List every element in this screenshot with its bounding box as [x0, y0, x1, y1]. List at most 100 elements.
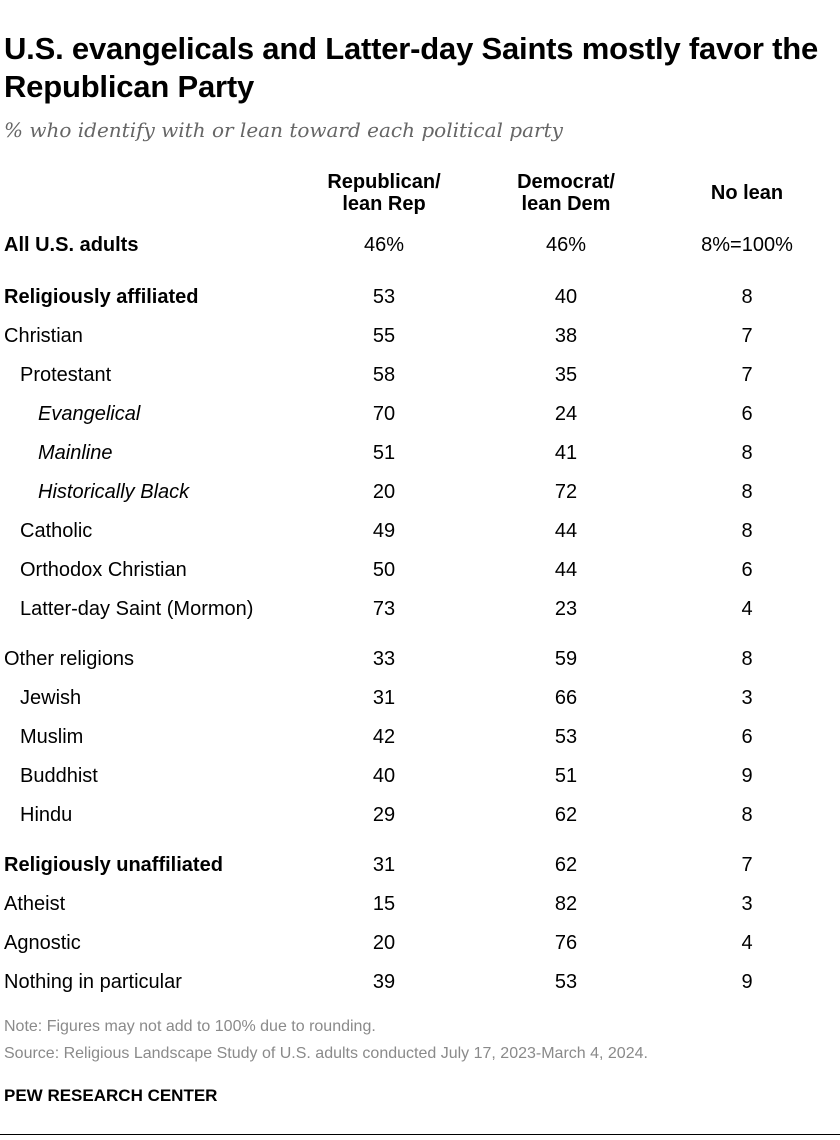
table-row-mainline: Mainline 51 41 8 — [0, 441, 840, 480]
democrat-value: 59 — [554, 648, 578, 670]
republican-value: 39 — [372, 971, 396, 993]
table-row-hindu: Hindu 29 62 8 — [0, 803, 840, 842]
no-lean-value: 6 — [741, 726, 753, 748]
table-row-buddhist: Buddhist 40 51 9 — [0, 764, 840, 803]
democrat-value: 24 — [554, 403, 578, 425]
republican-value: 50 — [372, 559, 396, 581]
table-row-muslim: Muslim 42 53 6 — [0, 725, 840, 764]
republican-value: 58 — [372, 364, 396, 386]
republican-value: 31 — [372, 687, 396, 709]
republican-value: 51 — [372, 442, 396, 464]
no-lean-value: 9 — [741, 765, 753, 787]
no-lean-value: 8 — [741, 481, 753, 503]
no-lean-value: 7 — [741, 364, 753, 386]
row-label: All U.S. adults — [4, 234, 139, 256]
no-lean-value: 7 — [741, 325, 753, 347]
column-header-no-lean: No lean — [710, 182, 784, 204]
republican-value: 42 — [372, 726, 396, 748]
table-row-religiously-unaffiliated: Religiously unaffiliated 31 62 7 — [0, 853, 840, 892]
row-label: Historically Black — [38, 481, 190, 503]
no-lean-value: 8 — [741, 442, 753, 464]
republican-value: 33 — [372, 648, 396, 670]
republican-value: 70 — [372, 403, 396, 425]
table-row-protestant: Protestant 58 35 7 — [0, 363, 840, 402]
republican-value: 53 — [372, 286, 396, 308]
no-lean-value: 8 — [741, 520, 753, 542]
republican-value: 15 — [372, 893, 396, 915]
row-label: Religiously unaffiliated — [4, 854, 223, 876]
table-row-jewish: Jewish 31 66 3 — [0, 686, 840, 725]
republican-value: 40 — [372, 765, 396, 787]
democrat-value: 23 — [554, 598, 578, 620]
chart-subtitle: % who identify with or lean toward each … — [4, 118, 563, 142]
table-row-nothing-in-particular: Nothing in particular 39 53 9 — [0, 970, 840, 1009]
row-label: Muslim — [20, 726, 84, 748]
table-row-religiously-affiliated: Religiously affiliated 53 40 8 — [0, 285, 840, 324]
republican-value: 20 — [372, 932, 396, 954]
column-header-republican-line2: lean Rep — [342, 193, 426, 215]
no-lean-value: 7 — [741, 854, 753, 876]
republican-value: 49 — [372, 520, 396, 542]
no-lean-value: 4 — [741, 932, 753, 954]
table-row-other-religions: Other religions 33 59 8 — [0, 647, 840, 686]
republican-value: 73 — [372, 598, 396, 620]
democrat-value: 72 — [554, 481, 578, 503]
democrat-value: 38 — [554, 325, 578, 347]
democrat-value: 82 — [554, 893, 578, 915]
democrat-value: 62 — [554, 804, 578, 826]
democrat-value: 53 — [554, 971, 578, 993]
no-lean-value: 6 — [741, 559, 753, 581]
brand-logo-text: PEW RESEARCH CENTER — [4, 1086, 218, 1105]
row-label: Buddhist — [20, 765, 98, 787]
democrat-value: 53 — [554, 726, 578, 748]
column-header-democrat-line2: lean Dem — [521, 193, 611, 215]
republican-value: 20 — [372, 481, 396, 503]
chart-title: U.S. evangelicals and Latter-day Saints … — [4, 31, 819, 104]
no-lean-value: 8 — [741, 286, 753, 308]
row-label: Jewish — [20, 687, 82, 709]
bottom-divider — [0, 1134, 840, 1135]
row-label: Mainline — [38, 442, 113, 464]
table-row-agnostic: Agnostic 20 76 4 — [0, 931, 840, 970]
footnote: Note: Figures may not add to 100% due to… — [4, 1018, 376, 1035]
democrat-value: 44 — [554, 559, 578, 581]
democrat-value: 51 — [554, 765, 578, 787]
no-lean-value: 8 — [741, 804, 753, 826]
table-row-orthodox-christian: Orthodox Christian 50 44 6 — [0, 558, 840, 597]
row-label: Orthodox Christian — [20, 559, 187, 581]
table-row-all-adults: All U.S. adults 46% 46% 8%=100% — [0, 233, 840, 272]
democrat-value: 40 — [554, 286, 578, 308]
democrat-value: 46% — [545, 234, 587, 256]
republican-value: 31 — [372, 854, 396, 876]
no-lean-value: 8 — [741, 648, 753, 670]
row-label: Catholic — [20, 520, 93, 542]
democrat-value: 35 — [554, 364, 578, 386]
column-header-democrat-line1: Democrat/ — [517, 171, 615, 193]
republican-value: 29 — [372, 804, 396, 826]
democrat-value: 41 — [554, 442, 578, 464]
democrat-value: 62 — [554, 854, 578, 876]
no-lean-value: 8%=100% — [701, 234, 793, 256]
republican-value: 46% — [363, 234, 405, 256]
democrat-value: 76 — [554, 932, 578, 954]
table-row-latter-day-saint: Latter-day Saint (Mormon) 73 23 4 — [0, 597, 840, 636]
column-header-democrat: Democrat/ lean Dem — [476, 171, 656, 215]
row-label: Atheist — [4, 893, 66, 915]
row-label: Latter-day Saint (Mormon) — [20, 598, 254, 620]
row-label: Religiously affiliated — [4, 286, 199, 308]
no-lean-value: 9 — [741, 971, 753, 993]
no-lean-value: 3 — [741, 687, 753, 709]
column-header-republican-line1: Republican/ — [327, 171, 441, 193]
row-label: Nothing in particular — [4, 971, 182, 993]
table-row-christian: Christian 55 38 7 — [0, 324, 840, 363]
row-label: Other religions — [4, 648, 135, 670]
source-note: Source: Religious Landscape Study of U.S… — [4, 1045, 648, 1062]
row-label: Hindu — [20, 804, 73, 826]
row-label: Christian — [4, 325, 83, 347]
column-header-republican: Republican/ lean Rep — [294, 171, 474, 215]
democrat-value: 44 — [554, 520, 578, 542]
democrat-value: 66 — [554, 687, 578, 709]
no-lean-value: 6 — [741, 403, 753, 425]
table-row-atheist: Atheist 15 82 3 — [0, 892, 840, 931]
no-lean-value: 3 — [741, 893, 753, 915]
